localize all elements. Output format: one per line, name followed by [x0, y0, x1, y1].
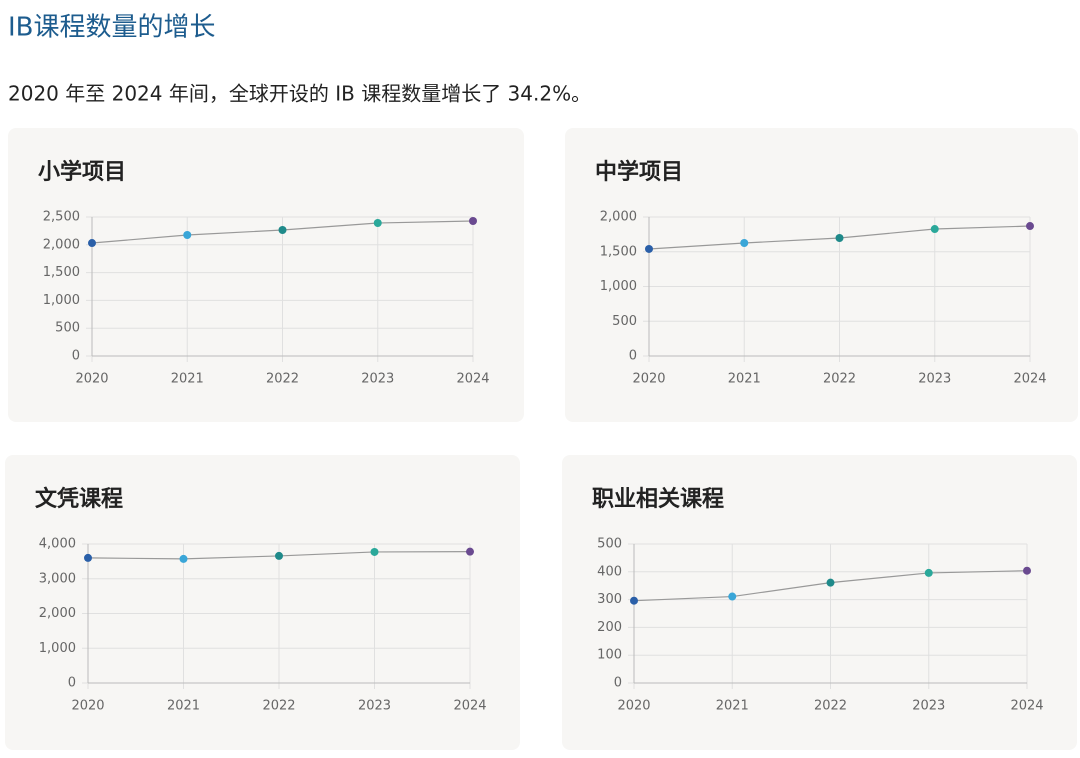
y-tick-label: 500: [597, 537, 622, 552]
chart-card: 小学项目 0 500 1,000 1,500 2,000 2,500 2020 2021 2022…: [8, 128, 524, 422]
x-tick-label: 2022: [814, 699, 847, 714]
data-point: [924, 568, 933, 577]
chart-card: 中学项目 0 500 1,000 1,500 2,000 2020 2021 2022 2023 2…: [565, 128, 1078, 422]
data-point: [728, 592, 737, 601]
y-tick-label: 200: [597, 620, 622, 635]
card-background: [5, 455, 520, 750]
chart-card: 文凭课程 0 1,000 2,000 3,000 4,000 2020 2021 2022 202…: [5, 455, 520, 750]
x-tick-label: 2023: [912, 699, 945, 714]
y-tick-label: 1,500: [43, 265, 80, 280]
y-tick-label: 2,000: [39, 606, 76, 621]
x-tick-label: 2022: [823, 372, 856, 387]
page-title: IB课程数量的增长: [8, 13, 216, 43]
x-tick-label: 2022: [262, 699, 295, 714]
x-tick-label: 2020: [71, 699, 104, 714]
data-point: [469, 217, 477, 226]
y-tick-label: 1,000: [43, 293, 80, 308]
chart-title: 中学项目: [595, 159, 683, 185]
data-point: [88, 239, 96, 248]
x-tick-label: 2024: [453, 699, 486, 714]
y-tick-label: 1,000: [600, 279, 637, 294]
y-tick-label: 0: [614, 676, 622, 691]
x-tick-label: 2024: [1013, 372, 1046, 387]
y-tick-label: 0: [629, 349, 637, 364]
x-tick-label: 2021: [728, 372, 761, 387]
data-point: [275, 551, 283, 560]
x-tick-label: 2021: [171, 372, 204, 387]
x-tick-label: 2022: [266, 372, 299, 387]
data-point: [370, 547, 379, 556]
y-tick-label: 0: [68, 676, 76, 691]
data-point: [1026, 222, 1034, 231]
data-point: [645, 244, 653, 253]
y-tick-label: 400: [597, 564, 622, 579]
page-subtitle: 2020 年至 2024 年间，全球开设的 IB 课程数量增长了 34.2%。: [8, 82, 591, 106]
y-tick-label: 300: [597, 592, 622, 607]
chart-title: 职业相关课程: [592, 487, 724, 512]
data-point: [84, 553, 92, 562]
chart-title: 小学项目: [38, 159, 126, 185]
y-tick-label: 1,500: [600, 244, 637, 259]
y-tick-label: 1,000: [39, 641, 76, 656]
data-point: [1023, 566, 1031, 575]
y-tick-label: 500: [612, 314, 637, 329]
chart-card: 职业相关课程 0 100 200 300 400 500 2020 2021 2022 2023 20…: [562, 455, 1077, 750]
data-point: [183, 231, 192, 240]
y-tick-label: 2,000: [43, 237, 80, 252]
x-tick-label: 2021: [167, 699, 200, 714]
y-tick-label: 0: [72, 349, 80, 364]
x-tick-label: 2021: [716, 699, 749, 714]
x-tick-label: 2023: [361, 372, 394, 387]
x-tick-label: 2024: [1010, 699, 1043, 714]
data-point: [835, 233, 844, 242]
x-tick-label: 2020: [632, 372, 665, 387]
y-tick-label: 2,000: [600, 210, 637, 225]
y-tick-label: 500: [55, 321, 80, 336]
data-point: [373, 219, 382, 228]
y-tick-label: 2,500: [43, 210, 80, 225]
y-tick-label: 100: [597, 648, 622, 663]
data-point: [930, 225, 939, 234]
data-point: [278, 226, 287, 235]
data-point: [630, 596, 638, 605]
data-point: [826, 578, 835, 587]
y-tick-label: 3,000: [39, 571, 76, 586]
x-tick-label: 2023: [358, 699, 391, 714]
data-point: [179, 554, 188, 563]
card-background: [562, 455, 1077, 750]
x-tick-label: 2020: [75, 372, 108, 387]
x-tick-label: 2024: [456, 372, 489, 387]
data-point: [466, 547, 474, 556]
chart-title: 文凭课程: [35, 486, 123, 512]
y-tick-label: 4,000: [39, 537, 76, 552]
card-background: [8, 128, 524, 422]
x-tick-label: 2023: [918, 372, 951, 387]
data-point: [740, 238, 749, 247]
x-tick-label: 2020: [617, 699, 650, 714]
card-background: [565, 128, 1078, 422]
